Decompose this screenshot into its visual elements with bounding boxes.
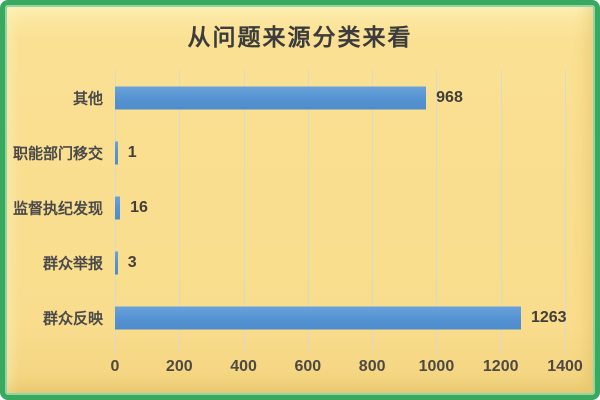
bar-row: 监督执纪发现 16 <box>13 180 565 235</box>
x-tick-label: 1400 <box>547 358 583 375</box>
category-label: 群众举报 <box>42 255 103 272</box>
bar-rows: 其他 968 职能部门移交 1 监督执纪发现 16 群众举报 3 群众反映 1263 <box>13 70 567 345</box>
x-tick-label: 800 <box>358 358 386 375</box>
data-label: 16 <box>130 198 148 216</box>
chart-title: 从问题来源分类来看 <box>187 24 413 50</box>
data-label: 3 <box>127 253 137 271</box>
bar-row: 其他 968 <box>73 70 565 125</box>
bar <box>115 86 427 109</box>
data-label: 1 <box>127 143 137 161</box>
gridline <box>565 70 566 354</box>
gridline <box>307 70 309 354</box>
category-label: 职能部门移交 <box>12 145 103 162</box>
gridline <box>436 70 438 354</box>
bar <box>115 306 521 329</box>
category-label: 其他 <box>72 90 103 107</box>
bar-row: 职能部门移交 1 <box>13 125 565 180</box>
gridline <box>243 70 245 354</box>
category-label: 监督执纪发现 <box>12 200 103 217</box>
x-tick-label: 200 <box>165 358 193 375</box>
bar <box>115 141 118 164</box>
gridline <box>179 70 181 354</box>
data-label: 1263 <box>530 308 567 326</box>
gridline <box>372 70 374 354</box>
x-tick-label: 400 <box>230 358 257 375</box>
data-label: 968 <box>436 88 463 106</box>
bar <box>115 251 118 274</box>
plot-area: 其他 968 职能部门移交 1 监督执纪发现 16 群众举报 3 群众反映 1263 0 200 40… <box>13 70 583 375</box>
x-tick-label: 0 <box>110 358 120 375</box>
bar-row: 群众举报 3 <box>43 235 565 290</box>
x-tick-label: 1000 <box>418 358 455 375</box>
category-label: 群众反映 <box>42 310 103 327</box>
x-tick-label: 1200 <box>482 358 519 375</box>
x-tick-label: 600 <box>294 358 322 375</box>
bar-row: 群众反映 1263 <box>43 290 567 345</box>
bar <box>115 196 121 219</box>
gridline <box>500 70 502 354</box>
